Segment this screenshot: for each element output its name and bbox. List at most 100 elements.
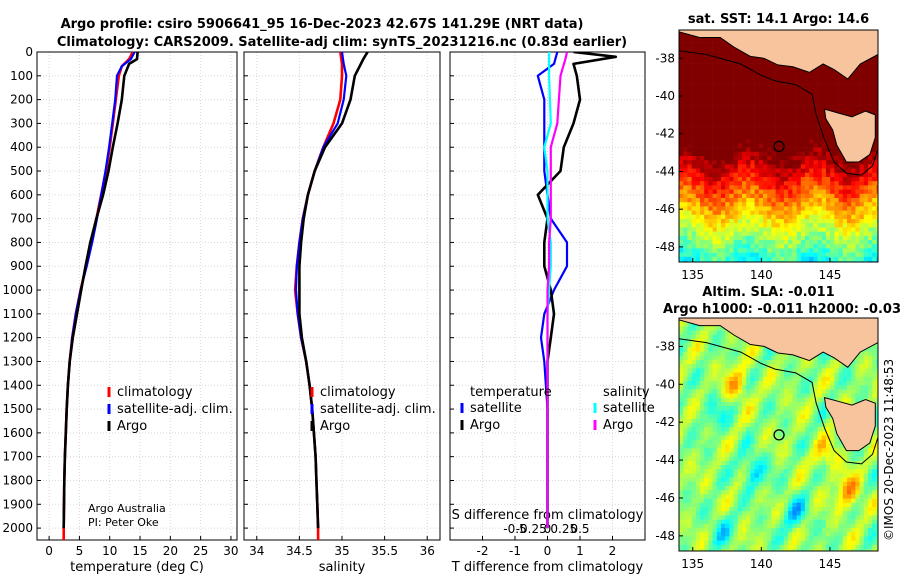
heatmap-cell bbox=[775, 151, 781, 157]
heatmap-cell bbox=[721, 139, 726, 144]
heatmap-cell bbox=[763, 114, 768, 119]
heatmap-cell bbox=[712, 435, 718, 441]
heatmap-cell bbox=[742, 126, 747, 132]
heatmap-cell bbox=[805, 181, 810, 186]
heatmap-cell bbox=[767, 511, 772, 516]
heatmap-cell bbox=[687, 498, 692, 504]
heatmap-cell bbox=[805, 84, 810, 90]
heatmap-cell bbox=[809, 156, 814, 161]
heatmap-cell bbox=[821, 130, 827, 136]
heatmap-cell bbox=[691, 147, 697, 153]
heatmap-cell bbox=[679, 135, 684, 140]
heatmap-cell bbox=[771, 198, 776, 203]
heatmap-cell bbox=[691, 122, 697, 127]
heatmap-cell bbox=[700, 219, 705, 224]
heatmap-cell bbox=[737, 389, 743, 394]
heatmap-cell bbox=[704, 223, 709, 228]
heatmap-cell bbox=[716, 406, 722, 411]
heatmap-cell bbox=[695, 244, 701, 249]
heatmap-cell bbox=[733, 406, 739, 411]
heatmap-cell bbox=[733, 410, 739, 415]
heatmap-cell bbox=[800, 76, 806, 81]
heatmap-cell bbox=[742, 528, 747, 533]
heatmap-cell bbox=[876, 244, 878, 249]
heatmap-cell bbox=[813, 410, 818, 415]
heatmap-cell bbox=[737, 402, 743, 407]
heatmap-cell bbox=[775, 364, 781, 369]
heatmap-cell bbox=[750, 135, 755, 140]
heatmap-cell bbox=[716, 46, 722, 52]
heatmap-cell bbox=[712, 139, 718, 144]
heatmap-cell bbox=[733, 235, 739, 241]
heatmap-cell bbox=[876, 67, 878, 73]
heatmap-cell bbox=[746, 256, 751, 262]
heatmap-cell bbox=[746, 185, 751, 190]
heatmap-cell bbox=[746, 97, 751, 102]
heatmap-cell bbox=[826, 172, 831, 178]
heatmap-cell bbox=[767, 519, 772, 525]
heatmap-cell bbox=[729, 410, 734, 415]
heatmap-cell bbox=[716, 540, 722, 546]
heatmap-cell bbox=[758, 393, 764, 399]
heatmap-cell bbox=[754, 252, 760, 258]
heatmap-cell bbox=[876, 227, 878, 232]
heatmap-cell bbox=[725, 511, 730, 516]
heatmap-cell bbox=[695, 101, 701, 106]
heatmap-cell bbox=[779, 248, 785, 253]
x-tick-label: 34 bbox=[249, 544, 264, 558]
heatmap-cell bbox=[830, 147, 835, 153]
heatmap-cell bbox=[796, 164, 802, 169]
heatmap-cell bbox=[729, 177, 734, 182]
heatmap-cell bbox=[817, 185, 823, 190]
lat-tick-label: -38 bbox=[655, 51, 675, 65]
heatmap-cell bbox=[863, 80, 869, 85]
heatmap-cell bbox=[695, 214, 701, 220]
heatmap-cell bbox=[704, 439, 709, 445]
heatmap-cell bbox=[733, 160, 739, 165]
heatmap-cell bbox=[704, 97, 709, 102]
heatmap-cell bbox=[683, 418, 688, 424]
heatmap-cell bbox=[788, 151, 793, 157]
heatmap-cell bbox=[746, 498, 751, 504]
heatmap-cell bbox=[695, 135, 701, 140]
heatmap-cell bbox=[859, 164, 865, 169]
heatmap-cell bbox=[712, 93, 718, 98]
heatmap-cell bbox=[733, 219, 739, 224]
heatmap-cell bbox=[687, 46, 692, 52]
heatmap-cell bbox=[704, 59, 709, 64]
heatmap-cell bbox=[872, 160, 877, 165]
heatmap-cell bbox=[700, 46, 705, 52]
heatmap-cell bbox=[742, 55, 747, 60]
heatmap-cell bbox=[813, 477, 818, 483]
heatmap-cell bbox=[834, 214, 839, 220]
heatmap-cell bbox=[704, 402, 709, 407]
heatmap-cell bbox=[679, 156, 684, 161]
heatmap-cell bbox=[817, 515, 823, 520]
heatmap-cell bbox=[826, 198, 831, 203]
heatmap-cell bbox=[855, 97, 860, 102]
heatmap-cell bbox=[834, 156, 839, 161]
heatmap-cell bbox=[729, 198, 734, 203]
heatmap-cell bbox=[750, 414, 755, 420]
heatmap-cell bbox=[712, 511, 718, 516]
heatmap-cell bbox=[716, 389, 722, 394]
heatmap-cell bbox=[691, 364, 697, 369]
heatmap-cell bbox=[813, 189, 818, 195]
heatmap-cell bbox=[805, 469, 810, 474]
heatmap-cell bbox=[712, 160, 718, 165]
heatmap-cell bbox=[733, 223, 739, 228]
heatmap-cell bbox=[737, 63, 743, 69]
heatmap-cell bbox=[821, 494, 827, 499]
heatmap-cell bbox=[691, 536, 697, 541]
heatmap-cell bbox=[708, 355, 713, 361]
heatmap-cell bbox=[847, 252, 852, 258]
heatmap-cell bbox=[771, 511, 776, 516]
heatmap-cell bbox=[821, 473, 827, 478]
heatmap-cell bbox=[729, 460, 734, 466]
heatmap-cell bbox=[830, 185, 835, 190]
heatmap-cell bbox=[779, 151, 785, 157]
heatmap-cell bbox=[729, 256, 734, 262]
heatmap-cell bbox=[796, 481, 802, 487]
heatmap-cell bbox=[737, 143, 743, 148]
heatmap-cell bbox=[683, 523, 688, 529]
